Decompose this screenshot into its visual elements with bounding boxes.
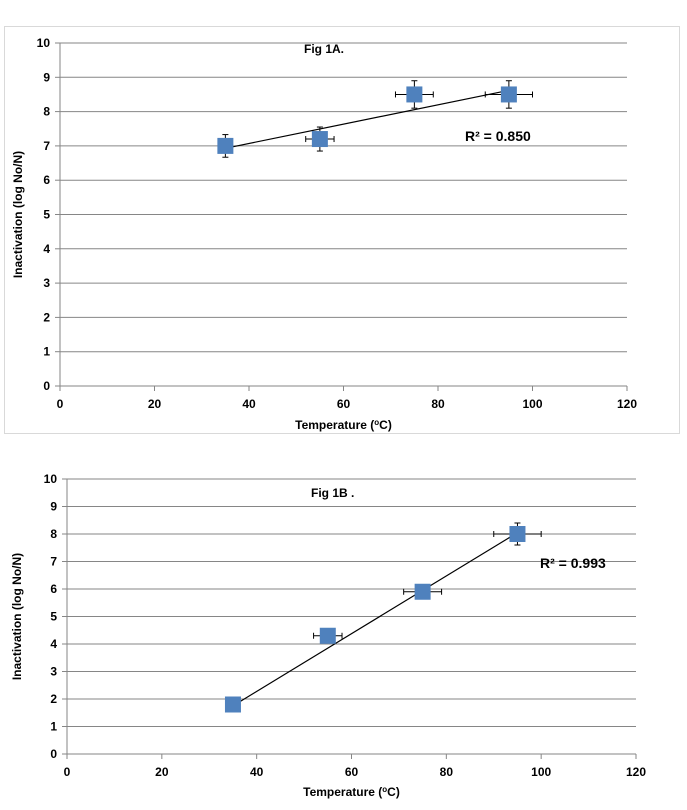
data-point	[224, 696, 241, 713]
x-tick-label: 100	[522, 397, 542, 411]
data-point	[406, 86, 423, 103]
y-tick-label: 5	[50, 610, 57, 624]
x-tick-label: 0	[64, 765, 71, 779]
x-tick-label: 20	[155, 765, 169, 779]
y-tick-label: 5	[43, 208, 50, 222]
chart-frame	[4, 26, 680, 434]
x-tick-label: 20	[148, 397, 162, 411]
y-tick-label: 6	[50, 582, 57, 596]
figure-title: Fig 1B .	[311, 486, 354, 500]
y-tick-label: 2	[50, 692, 57, 706]
y-axis-title: Inactivation (log No/N)	[11, 151, 25, 278]
y-tick-label: 6	[43, 173, 50, 187]
y-tick-label: 10	[37, 36, 51, 50]
data-point	[509, 526, 526, 542]
x-tick-label: 40	[242, 397, 256, 411]
x-tick-label: 60	[337, 397, 351, 411]
data-point	[319, 627, 336, 644]
y-tick-label: 2	[43, 310, 50, 324]
x-tick-label: 120	[626, 765, 646, 779]
data-point	[311, 131, 328, 148]
chart-fig-1a: 0 1 2 3 4 5 6 7 8 9 10 0 20 40 60 80 100 120 Temperature (…	[4, 26, 680, 434]
r-squared-label: R² = 0.850	[465, 128, 531, 144]
y-tick-label: 3	[43, 276, 50, 290]
y-tick-label: 4	[50, 637, 57, 651]
y-tick-label: 7	[50, 555, 57, 569]
y-axis-title: Inactivation (log No/N)	[10, 553, 24, 680]
x-tick-label: 80	[440, 765, 454, 779]
y-tick-label: 1	[43, 345, 50, 359]
figure-title: Fig 1A.	[304, 42, 344, 56]
trendline	[225, 89, 509, 149]
data-point	[217, 137, 234, 154]
chart-fig-1b: 0 1 2 3 4 5 6 7 8 9 10 0 20 40 60 80 100 120 Temperature (…	[0, 462, 687, 810]
y-tick-label: 8	[43, 105, 50, 119]
y-tick-label: 4	[43, 242, 50, 256]
x-axis-title: Temperature (oC)	[303, 785, 400, 800]
y-tick-label: 0	[43, 379, 50, 393]
y-tick-label: 9	[43, 70, 50, 84]
y-tick-label: 9	[50, 500, 57, 514]
r-squared-label: R² = 0.993	[540, 555, 606, 571]
x-tick-label: 60	[345, 765, 359, 779]
y-tick-label: 8	[50, 527, 57, 541]
x-tick-label: 120	[617, 397, 637, 411]
data-point	[414, 583, 431, 600]
x-tick-label: 80	[431, 397, 445, 411]
x-tick-label: 40	[250, 765, 264, 779]
x-tick-label: 0	[57, 397, 64, 411]
trendline	[232, 532, 518, 707]
x-axis-title: Temperature (oC)	[295, 418, 392, 433]
x-tick-label: 100	[531, 765, 551, 779]
y-tick-label: 0	[50, 747, 57, 761]
data-point	[500, 86, 517, 103]
y-tick-label: 7	[43, 139, 50, 153]
y-tick-label: 10	[44, 472, 58, 486]
y-tick-label: 3	[50, 665, 57, 679]
y-tick-label: 1	[50, 720, 57, 734]
